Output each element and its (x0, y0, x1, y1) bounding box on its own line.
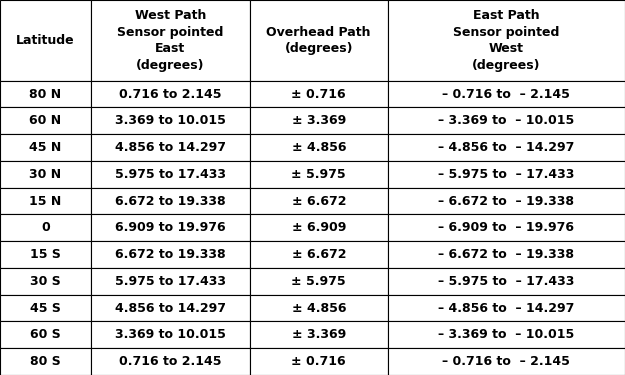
Bar (250, 0, 388, 81)
Bar (388, 81, 625, 107)
Text: ± 5.975: ± 5.975 (291, 168, 346, 181)
Bar (91, 0, 250, 81)
Text: 5.975 to 17.433: 5.975 to 17.433 (115, 275, 226, 288)
Bar (0, 348, 91, 375)
Text: – 6.672 to  – 19.338: – 6.672 to – 19.338 (438, 195, 574, 207)
Bar (388, 348, 625, 375)
Text: 60 N: 60 N (29, 114, 61, 127)
Bar (91, 214, 250, 241)
Bar (91, 81, 250, 107)
Text: 3.369 to 10.015: 3.369 to 10.015 (115, 328, 226, 341)
Text: 30 S: 30 S (30, 275, 61, 288)
Text: 0: 0 (41, 221, 50, 234)
Bar (0, 134, 91, 161)
Text: 6.672 to 19.338: 6.672 to 19.338 (115, 195, 226, 207)
Bar (250, 321, 388, 348)
Text: ± 6.909: ± 6.909 (291, 221, 346, 234)
Text: 5.975 to 17.433: 5.975 to 17.433 (115, 168, 226, 181)
Bar (0, 0, 91, 81)
Text: ± 3.369: ± 3.369 (292, 328, 346, 341)
Text: ± 4.856: ± 4.856 (291, 302, 346, 315)
Bar (250, 241, 388, 268)
Text: 0.716 to 2.145: 0.716 to 2.145 (119, 355, 221, 368)
Text: – 5.975 to  – 17.433: – 5.975 to – 17.433 (438, 168, 574, 181)
Bar (91, 134, 250, 161)
Bar (0, 295, 91, 321)
Bar (250, 134, 388, 161)
Bar (250, 161, 388, 188)
Bar (91, 188, 250, 214)
Bar (91, 295, 250, 321)
Bar (0, 161, 91, 188)
Bar (250, 295, 388, 321)
Bar (250, 107, 388, 134)
Bar (388, 107, 625, 134)
Bar (91, 241, 250, 268)
Text: – 6.672 to  – 19.338: – 6.672 to – 19.338 (438, 248, 574, 261)
Text: – 3.369 to  – 10.015: – 3.369 to – 10.015 (438, 328, 574, 341)
Bar (388, 321, 625, 348)
Text: ± 4.856: ± 4.856 (291, 141, 346, 154)
Text: 15 N: 15 N (29, 195, 61, 207)
Text: 45 S: 45 S (30, 302, 61, 315)
Bar (250, 81, 388, 107)
Text: 45 N: 45 N (29, 141, 61, 154)
Text: 15 S: 15 S (30, 248, 61, 261)
Text: 30 N: 30 N (29, 168, 61, 181)
Text: 4.856 to 14.297: 4.856 to 14.297 (115, 141, 226, 154)
Bar (250, 214, 388, 241)
Bar (0, 81, 91, 107)
Bar (388, 295, 625, 321)
Bar (0, 268, 91, 295)
Text: – 5.975 to  – 17.433: – 5.975 to – 17.433 (438, 275, 574, 288)
Text: 4.856 to 14.297: 4.856 to 14.297 (115, 302, 226, 315)
Text: ± 5.975: ± 5.975 (291, 275, 346, 288)
Bar (388, 268, 625, 295)
Text: ± 3.369: ± 3.369 (292, 114, 346, 127)
Bar (0, 214, 91, 241)
Bar (388, 0, 625, 81)
Text: ± 6.672: ± 6.672 (291, 248, 346, 261)
Text: ± 0.716: ± 0.716 (291, 87, 346, 100)
Bar (0, 107, 91, 134)
Bar (0, 321, 91, 348)
Text: 80 N: 80 N (29, 87, 61, 100)
Bar (388, 134, 625, 161)
Text: ± 6.672: ± 6.672 (291, 195, 346, 207)
Bar (0, 241, 91, 268)
Text: – 6.909 to  – 19.976: – 6.909 to – 19.976 (438, 221, 574, 234)
Text: 60 S: 60 S (30, 328, 61, 341)
Bar (91, 161, 250, 188)
Bar (388, 214, 625, 241)
Text: West Path
Sensor pointed
East
(degrees): West Path Sensor pointed East (degrees) (117, 9, 224, 72)
Text: – 4.856 to  – 14.297: – 4.856 to – 14.297 (438, 302, 574, 315)
Bar (0, 188, 91, 214)
Bar (250, 268, 388, 295)
Text: 3.369 to 10.015: 3.369 to 10.015 (115, 114, 226, 127)
Bar (250, 188, 388, 214)
Text: 0.716 to 2.145: 0.716 to 2.145 (119, 87, 221, 100)
Text: Overhead Path
(degrees): Overhead Path (degrees) (266, 26, 371, 55)
Text: 6.672 to 19.338: 6.672 to 19.338 (115, 248, 226, 261)
Text: 6.909 to 19.976: 6.909 to 19.976 (115, 221, 226, 234)
Text: – 0.716 to  – 2.145: – 0.716 to – 2.145 (442, 87, 570, 100)
Bar (91, 107, 250, 134)
Bar (388, 161, 625, 188)
Text: – 0.716 to  – 2.145: – 0.716 to – 2.145 (442, 355, 570, 368)
Bar (91, 348, 250, 375)
Text: – 4.856 to  – 14.297: – 4.856 to – 14.297 (438, 141, 574, 154)
Text: East Path
Sensor pointed
West
(degrees): East Path Sensor pointed West (degrees) (453, 9, 559, 72)
Text: Latitude: Latitude (16, 34, 74, 47)
Text: 80 S: 80 S (30, 355, 61, 368)
Text: ± 0.716: ± 0.716 (291, 355, 346, 368)
Bar (91, 268, 250, 295)
Bar (91, 321, 250, 348)
Bar (250, 348, 388, 375)
Bar (388, 188, 625, 214)
Bar (388, 241, 625, 268)
Text: – 3.369 to  – 10.015: – 3.369 to – 10.015 (438, 114, 574, 127)
